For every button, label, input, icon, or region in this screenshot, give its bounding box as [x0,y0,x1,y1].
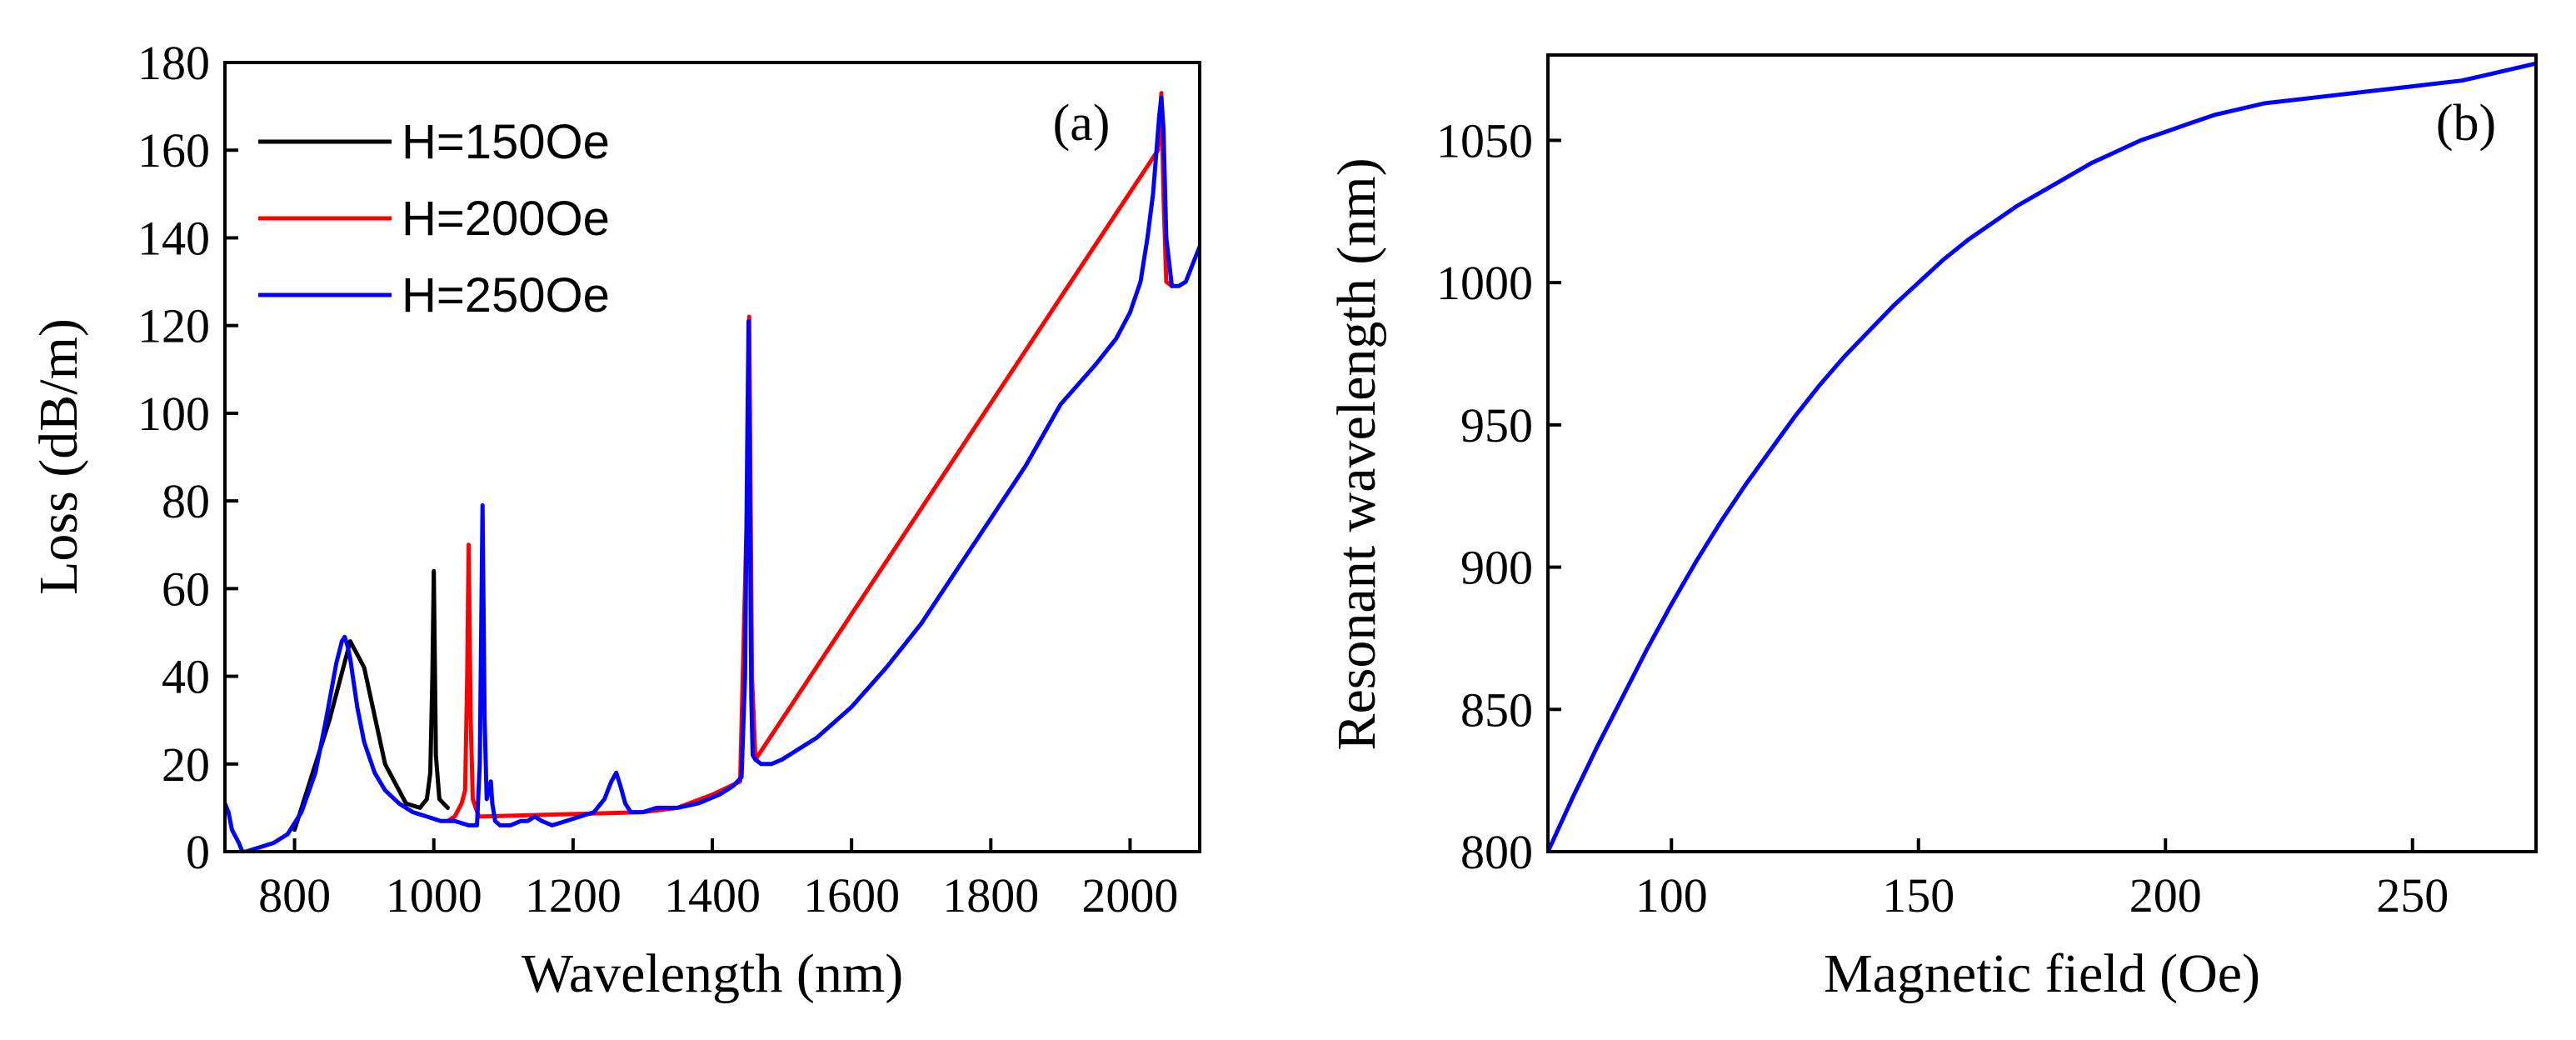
panel-a-x-tick-label: 1800 [942,868,1039,922]
panel-a-y-tick-label: 60 [162,562,210,616]
panel-b-series-line-0 [1548,61,2536,852]
panel-b-y-ticks: 800 850 900 950 1000 1050 [1436,113,1561,879]
panel-a-y-tick-label: 20 [162,738,210,792]
panel-a-label: (a) [1053,95,1111,152]
panel-b-x-tick-label: 200 [2129,868,2202,922]
panel-a-x-tick-label: 1000 [386,868,482,922]
panel-a-legend: H=150Oe H=200Oe H=250Oe [258,115,610,322]
panel-b-resonant-wavelength: 100 150 200 250 800 850 900 950 1000 1050 Magnet… [1326,53,2538,1004]
panel-b-y-tick-label: 800 [1460,825,1533,879]
panel-b-y-axis-title: Resonant wavelength (nm) [1326,158,1387,750]
panel-b-x-tick-label: 150 [1882,868,1954,922]
panel-a-x-tick-label: 1400 [664,868,761,922]
panel-b-series-layer [1548,61,2536,852]
panel-b-y-tick-label: 950 [1460,398,1533,452]
panel-b-y-tick-label: 1050 [1436,113,1533,168]
panel-a-y-tick-label: 120 [137,299,210,353]
panel-a-x-ticks: 800 1000 1200 1400 1600 1800 2000 [258,838,1178,922]
panel-b-y-tick-label: 900 [1460,541,1533,595]
panel-b-x-ticks: 100 150 200 250 [1635,838,2449,922]
panel-a-y-tick-label: 100 [137,387,210,441]
panel-b-x-tick-label: 250 [2376,868,2449,922]
panel-a-y-tick-label: 180 [137,36,210,90]
panel-b-y-tick-label: 850 [1460,682,1533,737]
panel-a-x-tick-label: 1200 [525,868,622,922]
panel-a-y-tick-label: 140 [137,211,210,265]
panel-a-series-line-0 [292,568,450,832]
panel-a-plot-frame [223,61,1201,853]
panel-a-y-ticks: 0 20 40 60 80 100 120 140 160 180 [137,36,238,879]
panel-a-x-tick-label: 800 [258,868,331,922]
panel-a-series-layer [225,91,1200,852]
panel-b-plot-frame [1546,53,2538,853]
panel-b-label: (b) [2436,95,2496,152]
panel-a-loss-spectrum: 800 1000 1200 1400 1600 1800 2000 0 20 40 60 80 100… [28,36,1201,1004]
panel-b-x-tick-label: 100 [1635,868,1708,922]
panel-a-x-tick-label: 2000 [1081,868,1178,922]
panel-a-y-tick-label: 160 [137,123,210,178]
panel-a-series-line-2 [225,95,1200,852]
legend-label-h250: H=250Oe [402,268,610,322]
panel-a-y-axis-title: Loss (dB/m) [28,318,89,595]
panel-a-y-tick-label: 80 [162,474,210,528]
panel-a-y-tick-label: 40 [162,650,210,704]
panel-b-y-tick-label: 1000 [1436,256,1533,310]
panel-a-y-tick-label: 0 [186,825,210,879]
legend-label-h150: H=150Oe [402,115,610,169]
panel-a-x-axis-title: Wavelength (nm) [522,943,903,1004]
panel-a-x-tick-label: 1600 [803,868,900,922]
panel-b-x-axis-title: Magnetic field (Oe) [1824,943,2260,1004]
legend-label-h200: H=200Oe [402,192,610,246]
